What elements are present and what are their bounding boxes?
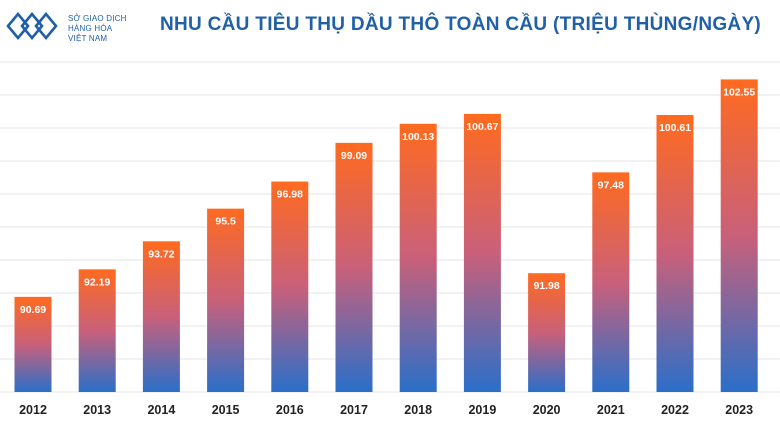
bar-2013	[78, 269, 116, 392]
x-tick-label-2023: 2023	[725, 403, 753, 417]
value-label-2021: 97.48	[598, 179, 624, 191]
value-labels: 90.69 92.19 93.72 95.5 96.98 99.09 100.13 100.6…	[20, 86, 756, 315]
value-label-2019: 100.67	[466, 121, 498, 133]
bar-2017	[335, 142, 373, 392]
value-label-2014: 93.72	[148, 248, 174, 260]
value-label-2015: 95.5	[215, 216, 236, 228]
x-tick-label-2017: 2017	[340, 403, 368, 417]
x-tick-label-2015: 2015	[212, 403, 240, 417]
bar-2020	[528, 273, 566, 392]
x-tick-label-2018: 2018	[404, 403, 432, 417]
bar-2021	[592, 172, 630, 392]
bar-2018	[399, 123, 437, 393]
value-label-2020: 91.98	[533, 280, 559, 292]
x-tick-label-2012: 2012	[19, 403, 47, 417]
x-tick-label-2019: 2019	[468, 403, 496, 417]
x-tick-label-2016: 2016	[276, 403, 304, 417]
bar-2023	[720, 79, 758, 393]
bar-2014	[142, 241, 180, 392]
x-axis-labels: 2012 2013 2014 2015 2016 2017 2018 2019 2020 2021…	[19, 403, 753, 417]
bar-2015	[207, 208, 245, 392]
gridlines	[0, 61, 780, 393]
bar-2022	[656, 114, 694, 392]
bar-2016	[271, 181, 309, 392]
x-tick-label-2021: 2021	[597, 403, 625, 417]
bar-2019	[463, 113, 501, 392]
value-label-2018: 100.13	[402, 131, 434, 143]
value-label-2022: 100.61	[659, 122, 691, 134]
value-label-2013: 92.19	[84, 276, 110, 288]
x-tick-label-2020: 2020	[533, 403, 561, 417]
value-label-2023: 102.55	[723, 86, 755, 98]
value-label-2016: 96.98	[277, 189, 303, 201]
brand-line-1: SỞ GIAO DỊCH	[68, 14, 127, 23]
bar-series	[14, 79, 758, 393]
brand-logo: SỞ GIAO DỊCH HÀNG HÓA VIỆT NAM	[4, 6, 154, 46]
value-label-2017: 99.09	[341, 150, 367, 162]
x-tick-label-2022: 2022	[661, 403, 689, 417]
value-label-2012: 90.69	[20, 304, 46, 316]
diamond-chain-logo-icon	[6, 11, 58, 41]
x-tick-label-2013: 2013	[83, 403, 111, 417]
bar-2012	[14, 296, 52, 392]
chart-title: NHU CẦU TIÊU THỤ DẦU THÔ TOÀN CẦU (TRIỆU…	[160, 14, 762, 35]
brand-name: SỞ GIAO DỊCH HÀNG HÓA VIỆT NAM	[68, 14, 127, 44]
brand-line-3: VIỆT NAM	[68, 34, 108, 43]
brand-line-2: HÀNG HÓA	[68, 24, 113, 33]
x-tick-label-2014: 2014	[147, 403, 175, 417]
